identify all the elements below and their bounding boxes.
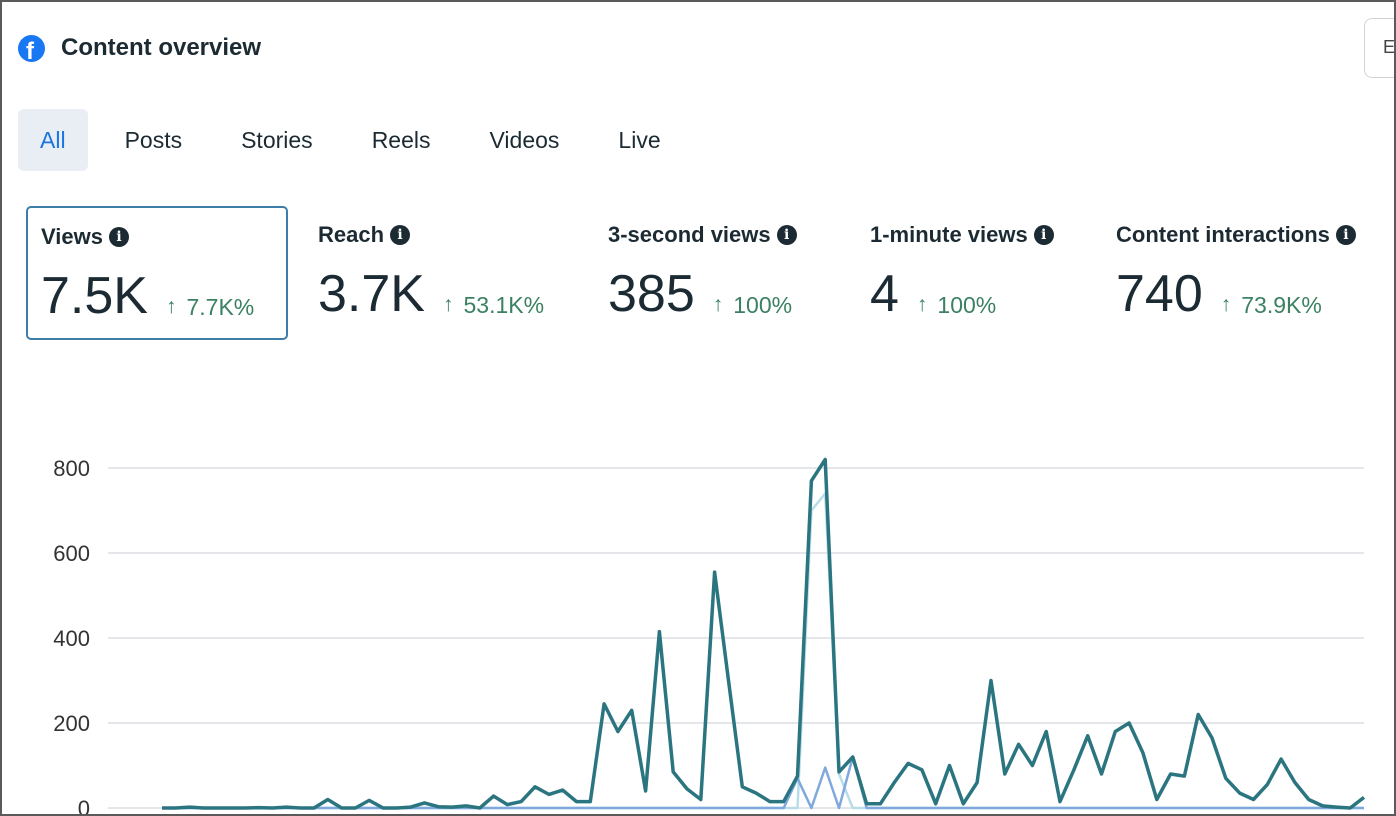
arrow-up-icon: ↑: [165, 295, 177, 318]
y-tick-label: 600: [53, 541, 90, 566]
arrow-up-icon: ↑: [1220, 293, 1232, 316]
arrow-up-icon: ↑: [916, 293, 928, 316]
facebook-icon: f: [18, 34, 45, 62]
views-line-chart: 0 200 400 600 800: [2, 432, 1394, 816]
metric-change: 7.7K%: [186, 293, 255, 320]
info-icon[interactable]: i: [108, 227, 129, 247]
tab-videos[interactable]: Videos: [489, 126, 560, 153]
metric-value: 4: [870, 265, 899, 323]
tab-live[interactable]: Live: [618, 126, 661, 153]
metric-value: 7.5K: [41, 267, 148, 325]
series-line-1[interactable]: [162, 492, 1364, 810]
metric-label: 3-second views: [608, 222, 771, 247]
metric-card-views[interactable]: Views i 7.5K ↑ 7.7K%: [26, 206, 288, 340]
y-tick-label: 800: [53, 456, 90, 481]
metric-label: 1-minute views: [870, 222, 1028, 247]
y-tick-label: 0: [78, 796, 90, 816]
corner-button-label: E: [1383, 37, 1396, 57]
metric-value: 3.7K: [318, 265, 425, 323]
y-tick-label: 200: [53, 711, 90, 736]
metric-card-reach[interactable]: Reach i 3.7K ↑ 53.1K%: [304, 206, 584, 340]
tab-stories[interactable]: Stories: [241, 126, 313, 153]
metric-change: 100%: [733, 291, 793, 318]
series-line-0[interactable]: [162, 457, 1366, 810]
chart-canvas: 0 200 400 600 800: [53, 456, 1366, 816]
tab-reels[interactable]: Reels: [371, 126, 431, 153]
metric-change: 73.9K%: [1241, 291, 1322, 318]
metric-label: Reach: [318, 222, 385, 247]
page-title: Content overview: [61, 34, 262, 61]
metric-card-content-interactions[interactable]: Content interactions i 740 ↑ 73.9K%: [1104, 206, 1394, 340]
metric-label: Views: [41, 224, 103, 249]
info-icon[interactable]: i: [390, 225, 411, 245]
info-icon[interactable]: i: [776, 225, 797, 245]
metric-card-3-second-views[interactable]: 3-second views i 385 ↑ 100%: [594, 206, 854, 340]
metric-value: 385: [608, 265, 695, 323]
arrow-up-icon: ↑: [442, 293, 454, 316]
metric-card-1-minute-views[interactable]: 1-minute views i 4 ↑ 100%: [858, 206, 1098, 340]
corner-button[interactable]: E: [1364, 18, 1396, 78]
metric-cards: Views i 7.5K ↑ 7.7K% Reach i 3.7K ↑ 53.1K%…: [26, 206, 1394, 342]
tab-posts[interactable]: Posts: [124, 126, 183, 153]
info-icon[interactable]: i: [1335, 225, 1356, 245]
metric-change: 53.1K%: [463, 291, 545, 318]
metric-value: 740: [1116, 265, 1203, 323]
metric-label: Content interactions: [1116, 222, 1330, 247]
metric-change: 100%: [937, 291, 997, 318]
content-type-tabs: All Posts Stories Reels Videos Live: [18, 108, 698, 172]
info-icon[interactable]: i: [1033, 225, 1054, 245]
arrow-up-icon: ↑: [712, 293, 724, 316]
y-tick-label: 400: [53, 626, 90, 651]
series-line-2[interactable]: [162, 755, 1364, 810]
panel-header: f Content overview: [18, 30, 261, 66]
tab-all[interactable]: All: [18, 109, 88, 171]
